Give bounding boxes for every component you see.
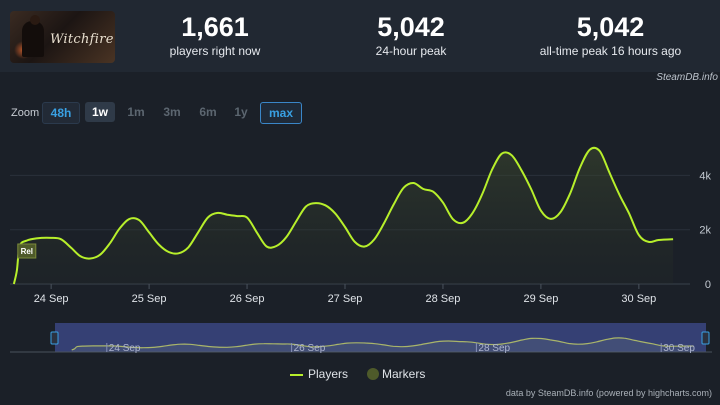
stat-value: 1,661 [181,12,249,42]
stat-label: all-time peak 16 hours ago [539,44,682,58]
x-tick-label: 29 Sep [523,293,558,305]
zoom-3m-button[interactable]: 3m [163,105,181,119]
y-tick-label: 4k [699,170,711,182]
navigator-handle-right[interactable] [701,331,710,345]
x-tick-label: 24 Sep [34,293,69,305]
steamdb-credit[interactable]: SteamDB.info [656,72,718,83]
release-marker[interactable]: Rel [17,243,37,259]
zoom-48h-button[interactable]: 48h [42,102,80,124]
release-marker-flag [17,243,37,259]
y-tick-label: 2k [699,225,711,237]
stat-value: 5,042 [377,12,445,42]
footer-credit[interactable]: data by SteamDB.info (powered by highcha… [505,388,712,398]
zoom-1y-button[interactable]: 1y [234,105,248,119]
y-tick-label: 0 [705,279,711,291]
zoom-label: Zoom [11,107,40,119]
navigator-tick-label: 24 Sep [109,343,141,354]
navigator-tick-label: 28 Sep [478,343,510,354]
x-tick-label: 26 Sep [230,293,265,305]
stat-all-time-peak: 5,042 all-time peak 16 hours ago [523,12,698,60]
x-axis-ticks: 24 Sep 25 Sep 26 Sep 27 Sep 28 Sep 29 Sep 30 S… [34,284,656,305]
y-axis-ticks: 0 2k 4k [699,170,711,291]
release-marker-label: Rel [21,247,33,256]
navigator-series-line [71,337,694,351]
logo-text: Witchfire [50,32,114,47]
legend-markers[interactable]: Markers [382,367,426,381]
zoom-1w-button[interactable]: 1w [85,102,115,122]
players-series-line[interactable] [12,146,674,285]
navigator-selection [55,323,706,352]
navigator-tick-label: 26 Sep [294,343,326,354]
zoom-1m-button[interactable]: 1m [127,105,145,119]
legend-players[interactable]: Players [308,367,349,381]
logo-figure [22,21,44,57]
player-area-fill [13,147,674,284]
stat-players-now: 1,661 players right now [140,12,290,60]
navigator-handle-left[interactable] [50,331,59,345]
navigator-tick-label: 30 Sep [663,343,695,354]
legend [290,368,379,380]
x-tick-label: 30 Sep [621,293,656,305]
x-tick-label: 28 Sep [426,293,461,305]
logo-figure-head [30,15,40,25]
stat-label: 24-hour peak [375,44,447,58]
x-tick-label: 27 Sep [328,293,363,305]
navigator[interactable]: 24 Sep 26 Sep 28 Sep 30 Sep [10,323,712,354]
stat-value: 5,042 [576,12,645,42]
zoom-max-button[interactable]: max [260,102,302,124]
stats-bar: Witchfire 1,661 players right now 5,042 … [0,0,720,72]
stat-label: players right now [169,44,261,58]
zoom-6m-button[interactable]: 6m [199,105,217,119]
stat-24h-peak: 5,042 24-hour peak [336,12,486,60]
x-tick-label: 25 Sep [132,293,167,305]
witchfire-game-logo[interactable]: Witchfire [10,11,115,63]
legend-markers-symbol [367,368,379,380]
